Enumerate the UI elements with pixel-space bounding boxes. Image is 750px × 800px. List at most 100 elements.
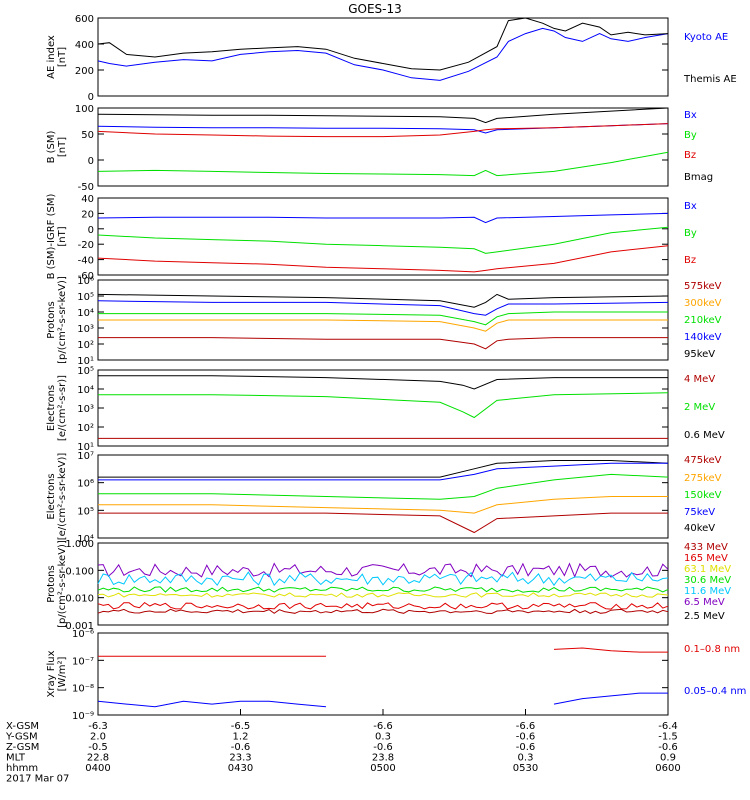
y-tick-label: -50 xyxy=(78,182,94,193)
y-tick-label: 10⁴ xyxy=(77,308,94,319)
y-tick-label: 0 xyxy=(88,156,94,167)
y-tick-label: 0.010 xyxy=(65,594,94,605)
panel-frame xyxy=(97,632,669,716)
y-tick-label: 10⁻⁹ xyxy=(72,711,94,722)
y-tick-label: 10⁵ xyxy=(77,506,94,517)
x-row-label: Y-GSM xyxy=(5,732,38,743)
series-line xyxy=(97,212,669,224)
x-row-value: -0.5 xyxy=(88,742,108,753)
legend-label: 0.05–0.4 nm xyxy=(684,686,746,697)
legend-label: 95keV xyxy=(684,349,715,360)
x-row-value: 0530 xyxy=(513,763,538,774)
y-axis-label: [W/m²] xyxy=(57,656,68,691)
y-axis-label: [p/(cm²-s-sr-keV)] xyxy=(57,540,68,628)
series-line xyxy=(97,123,669,138)
legend-label: Bmag xyxy=(684,172,713,183)
y-axis-label: [nT] xyxy=(57,137,68,157)
y-tick-label: 10⁷ xyxy=(77,451,94,462)
y-tick-label: 10⁻⁷ xyxy=(72,656,94,667)
panel-7: 0.001 0.010 0.100 1.000 Protons [p/(cm²-s-sr-… xyxy=(46,539,731,632)
x-row-value: 0430 xyxy=(228,763,253,774)
y-axis-label: B (SM) xyxy=(46,130,57,163)
y-tick-label: 10⁴ xyxy=(77,385,94,396)
series-line xyxy=(98,512,668,534)
x-row-value: 0.9 xyxy=(660,753,676,764)
series-line xyxy=(97,592,669,598)
y-tick-label: 10³ xyxy=(77,324,94,335)
y-axis-label: [nT] xyxy=(57,47,68,67)
x-row-value: 0.3 xyxy=(518,753,534,764)
panel-frame xyxy=(97,107,669,187)
series-line xyxy=(97,692,668,708)
legend-label: 140keV xyxy=(684,332,722,343)
y-tick-label: 50 xyxy=(81,130,94,141)
legend-label: By xyxy=(684,130,697,141)
x-row-value: -0.6 xyxy=(231,742,251,753)
legend-label: 433 MeV xyxy=(684,542,728,553)
x-row-label: hhmm xyxy=(6,763,38,774)
x-row-value: -6.6 xyxy=(373,721,393,732)
series-line xyxy=(98,319,668,332)
y-axis-label: Protons xyxy=(46,301,57,338)
panel-frame xyxy=(97,542,669,626)
series-line xyxy=(98,473,669,500)
series-line xyxy=(97,562,669,579)
legend-label: 275keV xyxy=(684,473,722,484)
x-row-label: Z-GSM xyxy=(6,742,39,753)
series-line xyxy=(97,107,669,124)
legend-label: 40keV xyxy=(684,523,715,534)
legend-label: 0.1–0.8 nm xyxy=(684,644,740,655)
legend-label: Bx xyxy=(684,110,697,121)
legend-label: Kyoto AE xyxy=(684,32,728,43)
panel-2: -50 0 50 100 B (SM) [nT] Bx By Bz Bmag xyxy=(46,104,713,193)
series-line xyxy=(97,27,669,81)
y-tick-label: -20 xyxy=(78,240,94,251)
legend-label: 210keV xyxy=(684,315,722,326)
y-axis-label: Protons xyxy=(46,565,57,602)
x-row-value: -1.5 xyxy=(658,732,678,743)
panel-frame xyxy=(97,369,669,447)
x-row-value: -6.4 xyxy=(658,721,678,732)
series-line xyxy=(98,460,669,478)
series-line xyxy=(97,123,669,134)
legend-label: Themis AE xyxy=(683,74,737,85)
series-line xyxy=(97,245,669,273)
x-row-label: X-GSM xyxy=(6,721,39,732)
y-axis-label: [nT] xyxy=(57,226,68,246)
x-row-value: 0500 xyxy=(370,763,395,774)
panel-4: 10¹ 10² 10³ 10⁴ 10⁵ 10⁶ Protons [p/(cm²-s-sr-ke… xyxy=(46,276,722,367)
y-tick-label: 10⁶ xyxy=(77,479,94,490)
y-tick-label: 0.100 xyxy=(65,566,94,577)
legend-label: 2 MeV xyxy=(684,402,715,413)
panel-frame xyxy=(97,454,669,539)
y-axis-label: AE index xyxy=(46,35,57,79)
x-row-value: -0.6 xyxy=(516,732,536,743)
legend-label: Bz xyxy=(684,255,696,266)
legend-label: 30.6 MeV xyxy=(684,575,731,586)
x-row-value: 0.3 xyxy=(375,732,391,743)
y-axis-label: Electrons xyxy=(46,473,57,519)
x-row-value: 0400 xyxy=(85,763,110,774)
x-row-value: 23.3 xyxy=(229,753,251,764)
series-line xyxy=(97,226,669,254)
series-line xyxy=(97,571,669,587)
legend-label: By xyxy=(684,228,697,239)
y-tick-label: -60 xyxy=(78,271,94,282)
series-line xyxy=(97,300,669,316)
y-tick-label: 10⁻⁶ xyxy=(72,629,94,640)
y-tick-label: 10² xyxy=(77,340,94,351)
y-tick-label: 10¹ xyxy=(77,356,94,367)
y-tick-label: 10³ xyxy=(77,404,94,415)
y-tick-label: 0.001 xyxy=(65,621,94,632)
series-line xyxy=(98,392,669,419)
y-tick-label: 40 xyxy=(81,194,94,205)
legend-label: Bz xyxy=(684,150,696,161)
series-line xyxy=(97,17,669,71)
y-tick-label: 100 xyxy=(75,104,94,115)
y-tick-label: 0 xyxy=(88,92,94,103)
legend-label: Bx xyxy=(684,201,697,212)
date-label: 2017 Mar 07 xyxy=(6,774,69,785)
y-tick-label: 0 xyxy=(88,225,94,236)
x-row-value: -0.6 xyxy=(658,742,678,753)
